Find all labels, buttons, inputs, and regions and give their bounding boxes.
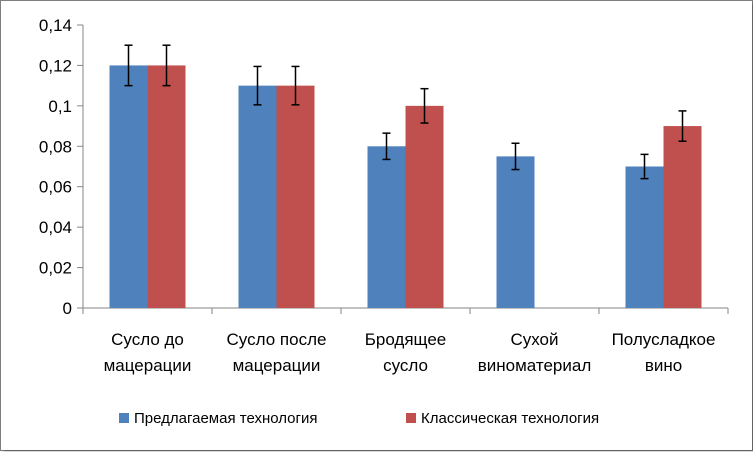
error-bars [124,44,687,180]
y-tick-label: 0,12 [39,56,72,75]
bar-classic [276,85,315,309]
bars [109,65,702,309]
y-tick-label: 0,06 [39,178,72,197]
legend: Предлагаемая технология Классическая техн… [119,410,599,427]
bar-classic [405,105,444,308]
x-category-label: Сухой [510,330,558,349]
x-category-label: мацерации [233,356,321,375]
x-category-label: Сусло после [227,330,327,349]
x-category-label: Сусло до [111,330,184,349]
bar-proposed [625,166,664,308]
x-axis-labels: Сусло до мацерации Сусло после мацерации Бро… [104,330,716,375]
y-tick-label: 0,14 [39,16,72,35]
y-tick-label: 0 [63,299,72,318]
x-category-label: вино [645,356,682,375]
bar-proposed [367,146,406,308]
x-category-label: мацерации [104,356,192,375]
y-tick-label: 0,1 [48,97,72,116]
y-tick-label: 0,02 [39,259,72,278]
bar-classic [147,65,186,308]
legend-swatch-proposed [119,413,129,423]
legend-label-proposed: Предлагаемая технология [134,410,318,427]
x-category-label: сусло [383,356,428,375]
legend-label-classic: Классическая технология [421,410,599,427]
y-tick-label: 0,08 [39,137,72,156]
bar-classic [663,126,702,308]
bar-proposed [109,65,148,308]
legend-swatch-classic [406,413,416,423]
x-category-label: Полусладкое [612,330,716,349]
y-tick-label: 0,04 [39,218,72,237]
bar-proposed [496,156,535,308]
x-category-label: виноматериал [478,356,592,375]
x-category-label: Бродящее [365,330,447,349]
y-axis-ticks: 0 0,02 0,04 0,06 0,08 0,1 0,12 0,14 [39,16,83,318]
bar-proposed [238,85,277,309]
